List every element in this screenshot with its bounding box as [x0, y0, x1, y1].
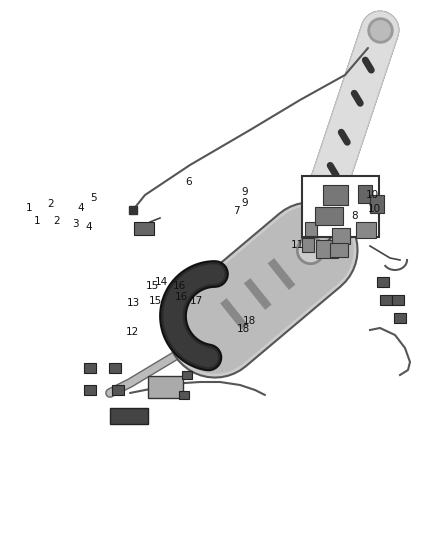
Text: 15: 15	[145, 281, 159, 291]
Text: 13: 13	[127, 298, 140, 308]
Text: 8: 8	[351, 211, 358, 221]
Bar	[370, 195, 384, 213]
Bar	[302, 176, 379, 237]
Text: 1: 1	[26, 203, 33, 213]
Text: 3: 3	[72, 219, 79, 229]
Bar	[109, 363, 121, 373]
Bar	[315, 207, 343, 225]
Bar	[112, 385, 124, 395]
Text: 12: 12	[126, 327, 139, 337]
Bar	[134, 222, 154, 235]
Text: 4: 4	[78, 203, 85, 213]
Bar	[332, 228, 350, 244]
Bar	[380, 295, 392, 305]
Bar	[356, 222, 376, 238]
Text: 2: 2	[53, 216, 60, 226]
Bar	[392, 295, 404, 305]
Text: 14: 14	[155, 278, 168, 287]
Text: 1: 1	[34, 216, 41, 226]
Text: 5: 5	[90, 193, 97, 203]
Bar	[182, 371, 192, 379]
Bar	[358, 185, 372, 203]
Text: 16: 16	[175, 293, 188, 302]
Bar	[302, 238, 314, 252]
Text: 17: 17	[190, 296, 203, 306]
Bar	[110, 408, 148, 424]
Bar	[179, 391, 189, 399]
Text: 4: 4	[85, 222, 92, 231]
Text: 11: 11	[291, 240, 304, 250]
Bar	[377, 277, 389, 287]
Bar	[148, 376, 183, 398]
Text: 9: 9	[241, 198, 248, 207]
Text: 10: 10	[368, 204, 381, 214]
Bar	[84, 385, 96, 395]
Text: 9: 9	[241, 187, 248, 197]
Bar	[305, 222, 317, 236]
Bar	[84, 363, 96, 373]
Text: 15: 15	[149, 296, 162, 306]
Text: 18: 18	[243, 316, 256, 326]
Text: 6: 6	[185, 177, 192, 187]
Text: 10: 10	[366, 190, 379, 199]
Text: 16: 16	[173, 281, 186, 290]
Bar	[330, 243, 348, 257]
Bar	[394, 313, 406, 323]
Bar	[323, 185, 348, 205]
Text: 7: 7	[233, 206, 240, 215]
Bar	[316, 240, 338, 258]
Text: 2: 2	[47, 199, 54, 209]
Text: 18: 18	[237, 324, 250, 334]
